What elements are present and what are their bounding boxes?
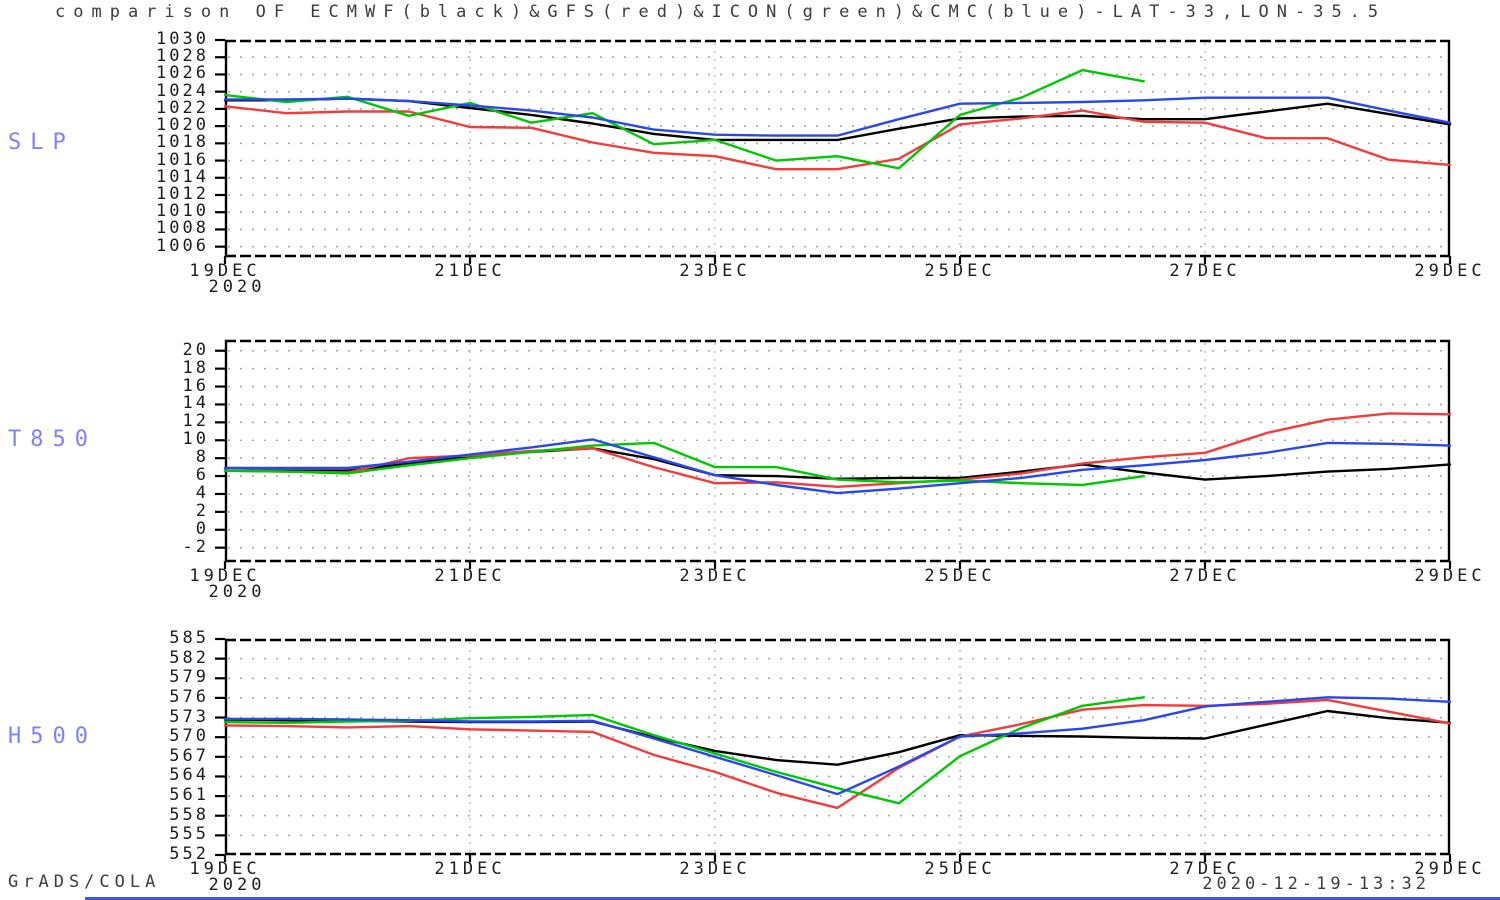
y-tick-label: 585	[169, 628, 209, 648]
x-tick-label: 23DEC	[679, 261, 751, 281]
timestamp: 2020-12-19-13:32	[1202, 874, 1430, 894]
x-year-label: 2020	[208, 875, 266, 895]
y-tick-label: 1026	[156, 63, 209, 84]
panel-label-t850: T850	[8, 427, 97, 452]
x-year-label: 2020	[208, 277, 266, 297]
x-tick-label: 21DEC	[434, 566, 506, 586]
slp-plot	[215, 38, 1452, 264]
y-tick-label: 558	[169, 804, 209, 825]
x-tick-label: 25DEC	[924, 566, 996, 586]
y-tick-label: 561	[169, 785, 209, 806]
x-tick-label: 27DEC	[1169, 261, 1241, 281]
t850-cmc-line	[223, 438, 1452, 495]
y-tick-label: 1022	[156, 97, 209, 118]
slp-cmc-line	[223, 96, 1452, 137]
y-tick-label: 573	[169, 706, 209, 727]
y-tick-label: 576	[169, 686, 209, 707]
x-tick-label: 29DEC	[1414, 859, 1486, 879]
y-tick-label: 570	[169, 726, 209, 747]
y-tick-label: 579	[169, 667, 209, 688]
h500-cmc-line	[223, 696, 1452, 796]
x-tick-label: 19DEC	[189, 566, 261, 586]
x-year-label: 2020	[208, 582, 266, 602]
y-tick-label: 2	[195, 500, 209, 521]
t850-icon-line	[223, 441, 1146, 487]
y-tick-label: 14	[182, 393, 209, 414]
x-tick-label: 19DEC	[189, 261, 261, 281]
x-tick-label: 21DEC	[434, 859, 506, 879]
y-tick-label: 555	[169, 824, 209, 845]
y-tick-label: 6	[195, 465, 209, 486]
y-tick-label: 552	[169, 844, 209, 864]
y-tick-label: -2	[182, 536, 209, 557]
x-tick-label: 27DEC	[1169, 566, 1241, 586]
h500-icon-line	[223, 696, 1146, 805]
x-tick-label: 21DEC	[434, 261, 506, 281]
y-tick-label: 20	[182, 339, 209, 360]
x-tick-label: 29DEC	[1414, 261, 1486, 281]
y-tick-label: 1014	[156, 166, 209, 187]
y-tick-label: 4	[195, 482, 209, 503]
y-tick-label: 1030	[156, 29, 209, 49]
y-tick-label: 16	[182, 375, 209, 396]
y-tick-label: 1016	[156, 149, 209, 170]
y-tick-label: 1012	[156, 184, 209, 204]
y-tick-label: 8	[195, 447, 209, 468]
grads-credit: GrADS/COLA	[8, 872, 161, 892]
h500-gfs-line	[223, 698, 1452, 810]
y-tick-label: 12	[182, 411, 209, 432]
y-tick-label: 1010	[156, 201, 209, 222]
panel-label-h500: H500	[8, 724, 97, 749]
y-tick-label: 1024	[156, 80, 209, 101]
y-tick-label: 564	[169, 765, 209, 786]
x-tick-label: 23DEC	[679, 566, 751, 586]
x-tick-label: 27DEC	[1169, 859, 1241, 879]
y-tick-label: 0	[195, 518, 209, 539]
chart-title: comparison OF ECMWF(black)&GFS(red)&ICON…	[55, 2, 1387, 22]
y-tick-label: 1020	[156, 115, 209, 136]
t850-gfs-line	[223, 412, 1452, 489]
slp-ecmwf-line	[223, 97, 1452, 142]
y-tick-label: 1018	[156, 132, 209, 153]
y-tick-label: 18	[182, 357, 209, 378]
x-tick-label: 25DEC	[924, 859, 996, 879]
t850-plot	[215, 339, 1452, 569]
h500-plot	[215, 637, 1452, 862]
slp-gfs-line	[223, 105, 1452, 171]
y-tick-label: 567	[169, 745, 209, 766]
y-tick-label: 10	[182, 429, 209, 450]
panel-label-slp: SLP	[8, 130, 75, 155]
y-tick-label: 1006	[156, 235, 209, 256]
y-tick-label: 582	[169, 647, 209, 668]
x-tick-label: 19DEC	[189, 859, 261, 879]
bottom-blue-strip	[85, 897, 1500, 900]
x-tick-label: 29DEC	[1414, 566, 1486, 586]
y-tick-label: 1028	[156, 46, 209, 67]
slp-icon-line	[223, 68, 1146, 170]
y-tick-label: 1008	[156, 218, 209, 239]
x-tick-label: 23DEC	[679, 859, 751, 879]
x-tick-label: 25DEC	[924, 261, 996, 281]
